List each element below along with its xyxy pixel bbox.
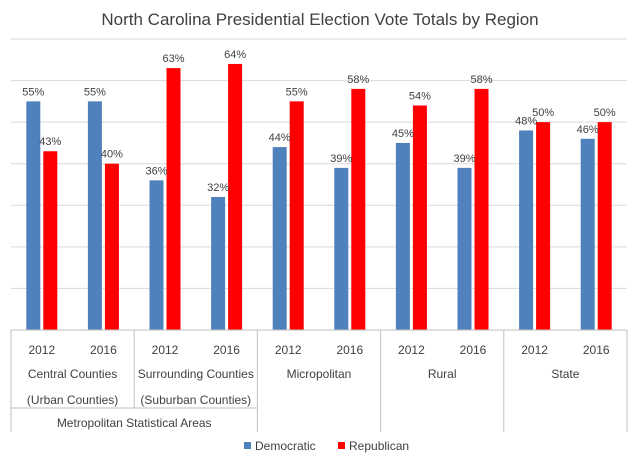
- bar-democratic: [519, 130, 534, 330]
- bar-republican: [166, 68, 181, 330]
- tick-label-year: 2016: [460, 343, 487, 357]
- bar-democratic: [26, 101, 41, 330]
- bar-republican: [43, 151, 58, 330]
- tick-label-year: 2012: [398, 343, 425, 357]
- data-label-republican: 55%: [286, 86, 308, 98]
- data-label-republican: 43%: [39, 136, 61, 148]
- data-label-democratic: 36%: [145, 165, 167, 177]
- category-axis: 2012 2016 2012 2016 2012 2016 2012 2016 2012 2016…: [10, 329, 628, 432]
- bars: [26, 63, 612, 331]
- tick-label-year: 2012: [28, 343, 55, 357]
- tick-label-year: 2016: [336, 343, 363, 357]
- bar-republican: [597, 122, 612, 331]
- data-label-republican: 54%: [409, 91, 431, 103]
- bar-democratic: [457, 167, 472, 330]
- data-label-democratic: 46%: [577, 124, 599, 136]
- bar-democratic: [580, 138, 595, 330]
- data-label-republican: 58%: [347, 74, 369, 86]
- group-label: Surrounding Counties: [138, 367, 254, 381]
- bar-democratic: [272, 147, 287, 330]
- group-label: (Urban Counties): [27, 393, 118, 407]
- data-label-republican: 63%: [162, 53, 184, 65]
- bar-republican: [228, 63, 243, 330]
- bar-republican: [412, 105, 427, 330]
- group-label: State: [551, 367, 579, 381]
- bar-republican: [474, 88, 489, 330]
- bar-democratic: [87, 101, 102, 330]
- bar-democratic: [211, 196, 226, 330]
- chart-title: North Carolina Presidential Election Vot…: [101, 10, 538, 29]
- group-label: Central Counties: [28, 367, 117, 381]
- tick-label-year: 2012: [521, 343, 548, 357]
- bar-democratic: [334, 167, 349, 330]
- bar-republican: [536, 122, 551, 331]
- tick-label-year: 2016: [583, 343, 610, 357]
- data-label-democratic: 32%: [207, 182, 229, 194]
- data-label-republican: 58%: [470, 74, 492, 86]
- tick-label-year: 2012: [275, 343, 302, 357]
- bar-democratic: [149, 180, 164, 330]
- group-label: Rural: [428, 367, 457, 381]
- data-label-democratic: 39%: [330, 153, 352, 165]
- bar-republican: [289, 101, 304, 330]
- legend-label-democratic: Democratic: [255, 439, 316, 453]
- bar-democratic: [395, 142, 410, 330]
- data-label-democratic: 39%: [453, 153, 475, 165]
- group-label: (Suburban Counties): [140, 393, 251, 407]
- tick-label-year: 2016: [90, 343, 117, 357]
- data-label-democratic: 55%: [22, 86, 44, 98]
- data-labels: 55% 55% 36% 32% 44% 39% 45% 39% 48% 46% 43% 40% 63% 6…: [22, 49, 616, 194]
- data-label-democratic: 55%: [84, 86, 106, 98]
- data-label-republican: 40%: [101, 149, 123, 161]
- data-label-democratic: 45%: [392, 128, 414, 140]
- legend: Democratic Republican: [244, 439, 409, 453]
- group-label: Micropolitan: [287, 367, 352, 381]
- data-label-republican: 50%: [594, 107, 616, 119]
- data-label-democratic: 44%: [269, 132, 291, 144]
- legend-swatch-democratic: [244, 442, 251, 449]
- data-label-democratic: 48%: [515, 115, 537, 127]
- legend-swatch-republican: [338, 442, 345, 449]
- data-label-republican: 64%: [224, 49, 246, 61]
- tick-label-year: 2012: [152, 343, 179, 357]
- super-group-label: Metropolitan Statistical Areas: [57, 416, 212, 430]
- bar-republican: [104, 163, 119, 330]
- bar-republican: [351, 88, 366, 330]
- tick-label-year: 2016: [213, 343, 240, 357]
- legend-label-republican: Republican: [349, 439, 409, 453]
- data-label-republican: 50%: [532, 107, 554, 119]
- gridlines: [11, 38, 627, 289]
